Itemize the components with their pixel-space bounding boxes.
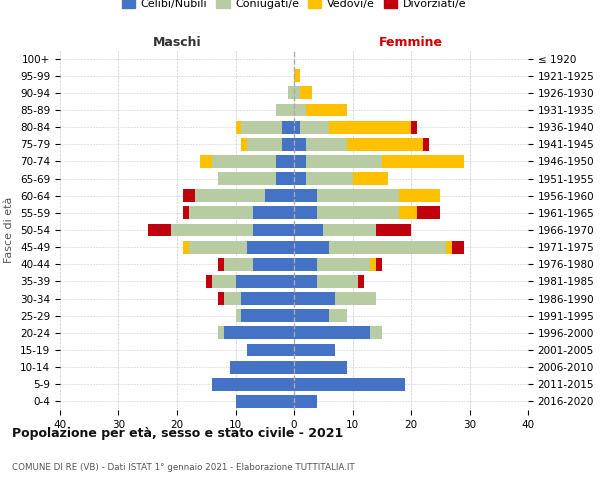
Bar	[376, 258, 382, 270]
Legend: Celibi/Nubili, Coniugati/e, Vedovi/e, Divorziati/e: Celibi/Nubili, Coniugati/e, Vedovi/e, Di…	[118, 0, 470, 14]
Bar	[329, 310, 347, 322]
Bar	[148, 224, 171, 236]
Bar	[294, 360, 347, 374]
Bar	[277, 155, 294, 168]
Bar	[235, 275, 294, 288]
Bar	[329, 240, 446, 254]
Bar	[183, 206, 188, 220]
Bar	[329, 120, 411, 134]
Bar	[306, 138, 347, 150]
Bar	[317, 275, 358, 288]
Bar	[446, 240, 452, 254]
Bar	[241, 120, 283, 134]
Bar	[224, 292, 241, 305]
Bar	[294, 155, 306, 168]
Bar	[218, 258, 224, 270]
Bar	[241, 310, 294, 322]
Bar	[294, 120, 300, 134]
Bar	[188, 240, 247, 254]
Bar	[400, 206, 417, 220]
Bar	[224, 258, 253, 270]
Bar	[247, 240, 294, 254]
Bar	[277, 172, 294, 185]
Bar	[317, 190, 400, 202]
Bar	[370, 258, 376, 270]
Bar	[294, 70, 300, 82]
Bar	[200, 155, 212, 168]
Bar	[241, 138, 247, 150]
Bar	[253, 206, 294, 220]
Bar	[347, 138, 422, 150]
Bar	[317, 206, 400, 220]
Bar	[218, 292, 224, 305]
Bar	[376, 224, 411, 236]
Bar	[306, 155, 382, 168]
Bar	[294, 344, 335, 356]
Bar	[300, 120, 329, 134]
Bar	[265, 190, 294, 202]
Bar	[206, 275, 212, 288]
Bar	[183, 190, 194, 202]
Bar	[358, 275, 364, 288]
Bar	[294, 258, 317, 270]
Bar	[382, 155, 464, 168]
Bar	[370, 326, 382, 340]
Bar	[253, 258, 294, 270]
Text: Maschi: Maschi	[152, 36, 202, 49]
Bar	[288, 86, 294, 100]
Bar	[294, 275, 317, 288]
Bar	[294, 310, 329, 322]
Text: Popolazione per età, sesso e stato civile - 2021: Popolazione per età, sesso e stato civil…	[12, 428, 343, 440]
Bar	[218, 172, 277, 185]
Bar	[323, 224, 376, 236]
Bar	[283, 120, 294, 134]
Bar	[400, 190, 440, 202]
Bar	[194, 190, 265, 202]
Bar	[294, 224, 323, 236]
Bar	[277, 104, 294, 117]
Bar	[294, 326, 370, 340]
Bar	[235, 310, 241, 322]
Bar	[423, 138, 428, 150]
Text: Femmine: Femmine	[379, 36, 443, 49]
Bar	[253, 224, 294, 236]
Bar	[317, 258, 370, 270]
Bar	[235, 120, 241, 134]
Text: COMUNE DI RE (VB) - Dati ISTAT 1° gennaio 2021 - Elaborazione TUTTITALIA.IT: COMUNE DI RE (VB) - Dati ISTAT 1° gennai…	[12, 462, 355, 471]
Bar	[283, 138, 294, 150]
Bar	[188, 206, 253, 220]
Bar	[294, 138, 306, 150]
Bar	[306, 172, 353, 185]
Bar	[411, 120, 417, 134]
Bar	[224, 326, 294, 340]
Bar	[212, 378, 294, 390]
Bar	[218, 326, 224, 340]
Bar	[171, 224, 253, 236]
Bar	[335, 292, 376, 305]
Bar	[306, 104, 347, 117]
Bar	[294, 104, 306, 117]
Bar	[300, 86, 311, 100]
Bar	[241, 292, 294, 305]
Bar	[294, 206, 317, 220]
Bar	[294, 172, 306, 185]
Bar	[294, 190, 317, 202]
Y-axis label: Fasce di età: Fasce di età	[4, 197, 14, 263]
Bar	[417, 206, 440, 220]
Bar	[212, 155, 277, 168]
Bar	[294, 292, 335, 305]
Bar	[294, 240, 329, 254]
Bar	[247, 344, 294, 356]
Bar	[212, 275, 235, 288]
Bar	[247, 138, 283, 150]
Bar	[452, 240, 464, 254]
Bar	[294, 86, 300, 100]
Bar	[294, 378, 405, 390]
Bar	[353, 172, 388, 185]
Bar	[230, 360, 294, 374]
Bar	[183, 240, 188, 254]
Bar	[235, 395, 294, 408]
Bar	[294, 395, 317, 408]
